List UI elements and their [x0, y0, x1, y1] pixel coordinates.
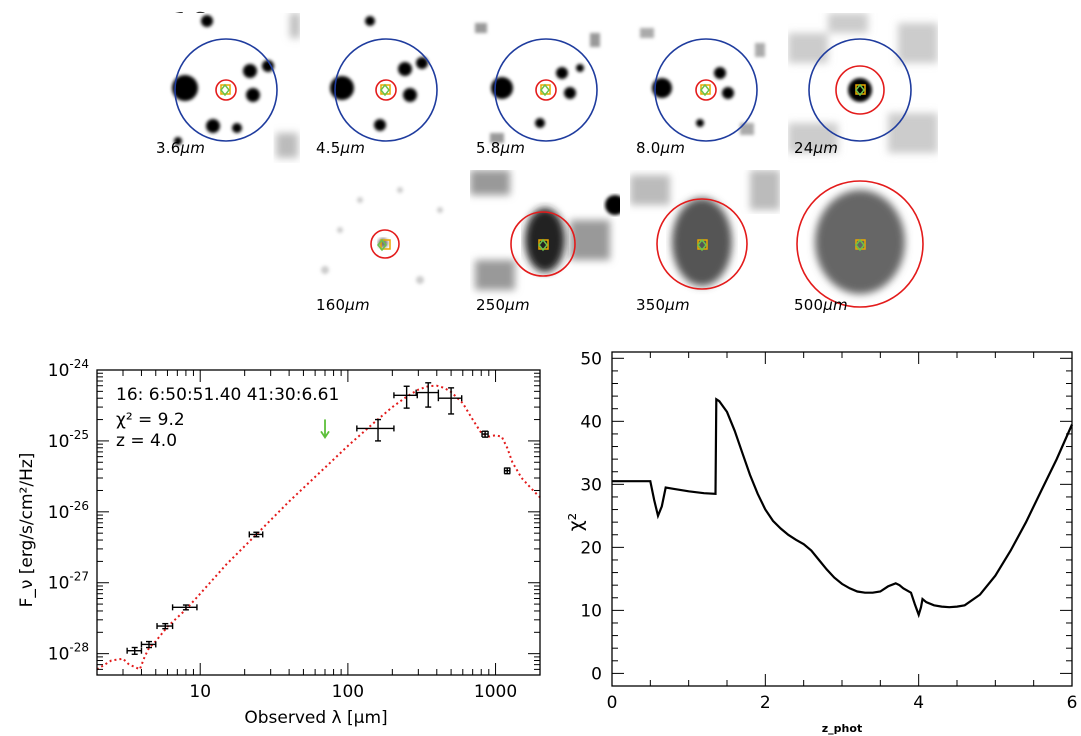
cutout-image — [475, 23, 600, 143]
band-label: 350μm — [636, 296, 690, 314]
sed-data-point — [393, 385, 418, 409]
cutout-image — [796, 180, 924, 308]
sed-data-point — [356, 418, 395, 442]
band-label: 500μm — [794, 296, 848, 314]
position-marker-diamond — [855, 83, 865, 97]
cutout-250um: 250μm — [470, 170, 620, 320]
band-label: 5.8μm — [476, 139, 526, 157]
band-label: 160μm — [316, 296, 370, 314]
cutout-image — [470, 170, 620, 290]
band-label: 3.6μm — [156, 139, 206, 157]
position-marker-diamond — [538, 238, 548, 252]
x-tick-label: 0 — [607, 693, 618, 713]
position-marker-diamond — [855, 238, 865, 252]
cutout-24um: 24μm — [788, 13, 938, 163]
large-aperture — [174, 38, 278, 142]
position-marker-square — [380, 239, 391, 250]
upper-limit-arrow — [320, 419, 330, 440]
small-aperture — [375, 79, 397, 101]
cutout-8.0um: 8.0μm — [630, 13, 780, 163]
sed-model-curve — [96, 384, 541, 671]
cutout-image — [330, 16, 438, 142]
cutout-image — [640, 28, 765, 142]
cutout-3.6um: 3.6μm — [150, 13, 300, 163]
y-tick-label: 20 — [580, 538, 602, 558]
aperture — [510, 211, 576, 277]
small-aperture — [215, 79, 237, 101]
y-tick-label: 50 — [580, 349, 602, 369]
y-tick-label: 0 — [591, 664, 602, 684]
chi2-axes: 0 2 4 6 0 10 20 30 40 50 — [580, 349, 1077, 713]
chi2-y-axis-label: χ² — [565, 513, 587, 532]
y-tick-label: 30 — [580, 475, 602, 495]
cutout-4.5um: 4.5μm — [310, 13, 460, 163]
cutout-350um: 350μm — [630, 170, 780, 320]
sed-data-point — [140, 640, 157, 649]
sed-data-point — [156, 622, 174, 630]
band-label: 8.0μm — [636, 139, 686, 157]
position-marker-diamond — [220, 83, 230, 97]
cutout-5.8um: 5.8μm — [470, 13, 620, 163]
sed-y-axis-label: F_ν [erg/s/cm²/Hz] — [17, 453, 37, 608]
y-tick-label: 10-27 — [48, 570, 89, 594]
band-label: 24μm — [794, 139, 839, 157]
sed-plot: 10 100 1000 10-28 10-27 10-26 10-25 10-24 16: 6… — [17, 357, 541, 728]
position-marker-diamond — [377, 238, 387, 252]
band-label: 4.5μm — [316, 139, 366, 157]
cutout-image — [172, 13, 300, 158]
y-tick-label: 10-25 — [48, 428, 89, 452]
chi2-curve — [612, 397, 1074, 619]
sed-x-axis-label: Observed λ [μm] — [244, 708, 387, 728]
aperture — [796, 180, 924, 308]
position-marker-diamond — [540, 83, 550, 97]
arrow-head — [320, 430, 330, 440]
chi2-plot: 0 2 4 6 0 10 20 30 40 50 z_phot χ² — [565, 349, 1077, 735]
sed-data-point — [437, 387, 463, 415]
coordinate-annotation: 16: 6:50:51.40 41:30:6.61 — [116, 385, 339, 405]
small-aperture — [535, 79, 557, 101]
cutout-image — [630, 170, 780, 290]
x-tick-label: 4 — [913, 693, 924, 713]
redshift-annotation: z = 4.0 — [116, 431, 177, 451]
sed-data-point — [503, 467, 511, 475]
cutout-500um: 500μm — [788, 170, 938, 320]
position-marker-diamond — [697, 238, 707, 252]
large-aperture — [334, 38, 438, 142]
position-marker-diamond — [380, 83, 390, 97]
large-aperture — [654, 38, 758, 142]
sed-data-point — [415, 382, 440, 408]
sed-data-point — [248, 531, 264, 538]
data-points-group — [126, 382, 511, 655]
y-tick-label: 10 — [580, 601, 602, 621]
aperture — [656, 198, 748, 290]
chi2-frame — [611, 351, 1073, 687]
cutout-grid: 16 3.6μm — [0, 0, 1081, 330]
position-marker-diamond — [700, 83, 710, 97]
x-tick-label: 6 — [1067, 693, 1078, 713]
x-tick-label: 100 — [332, 682, 364, 702]
model-curve-group — [96, 384, 541, 671]
large-aperture — [494, 38, 598, 142]
band-label: 250μm — [476, 296, 530, 314]
sed-data-point — [126, 646, 143, 655]
y-tick-label: 10-26 — [48, 499, 89, 523]
x-tick-label: 10 — [189, 682, 211, 702]
cutout-image — [788, 13, 938, 153]
sed-data-point — [481, 430, 489, 438]
cutout-image — [321, 187, 443, 284]
y-tick-label: 10-28 — [48, 641, 89, 665]
y-tick-label: 10-24 — [48, 357, 89, 381]
sed-axes: 10 100 1000 10-28 10-27 10-26 10-25 10-24 — [48, 357, 541, 702]
small-aperture — [695, 79, 717, 101]
chi2-annotation: χ² = 9.2 — [116, 410, 185, 430]
sed-data-point — [171, 604, 198, 611]
x-tick-label: 2 — [760, 693, 771, 713]
y-tick-label: 40 — [580, 412, 602, 432]
large-aperture — [808, 38, 912, 142]
aperture — [370, 229, 400, 259]
x-tick-label: 1000 — [474, 682, 517, 702]
chi2-x-axis-label: z_phot — [822, 722, 862, 735]
small-aperture — [835, 65, 885, 115]
cutout-160um: 160μm — [310, 170, 460, 320]
